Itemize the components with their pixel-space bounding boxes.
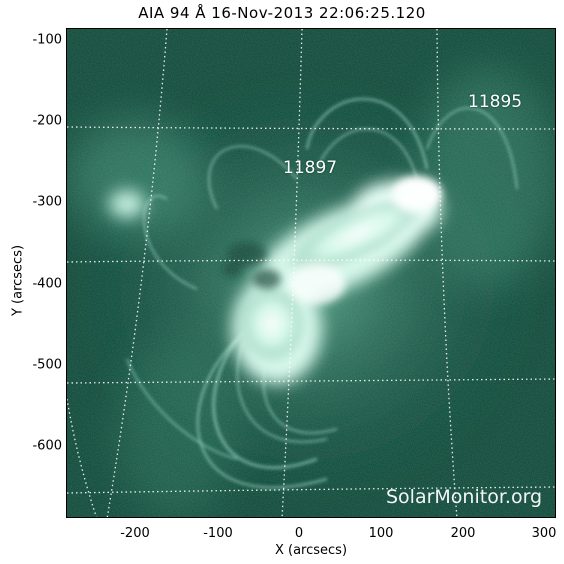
grid-longitude-line xyxy=(67,398,98,517)
x-axis-label: X (arcsecs) xyxy=(274,543,348,558)
ytick-label: -200 xyxy=(32,113,62,129)
grid-longitude-line xyxy=(106,29,168,517)
ytick-label: -400 xyxy=(32,276,62,292)
grid-longitude-line xyxy=(436,29,458,517)
region-label-11897: 11897 xyxy=(283,158,338,178)
ytick-label: -600 xyxy=(32,438,62,454)
region-label-11895: 11895 xyxy=(468,92,523,112)
xtick-label: 100 xyxy=(368,526,394,541)
noise-texture xyxy=(67,29,555,517)
xtick-label: 300 xyxy=(531,526,557,541)
xtick-label: 0 xyxy=(294,526,304,541)
y-axis-label: Y (arcsecs) xyxy=(10,244,26,317)
watermark: SolarMonitor.org xyxy=(386,486,543,508)
xtick-label: -100 xyxy=(203,526,233,541)
ytick-label: -100 xyxy=(32,32,62,48)
grid-longitude-line xyxy=(281,29,303,517)
image-title: AIA 94 Å 16-Nov-2013 22:06:25.120 xyxy=(138,4,426,22)
heliographic-grid xyxy=(67,29,555,517)
xtick-label: -200 xyxy=(120,526,150,541)
xtick-label: 200 xyxy=(450,526,476,541)
ytick-label: -500 xyxy=(32,357,62,373)
ytick-label: -300 xyxy=(32,194,62,210)
solar-corona-rendering xyxy=(67,29,555,517)
solar-image xyxy=(66,28,556,518)
